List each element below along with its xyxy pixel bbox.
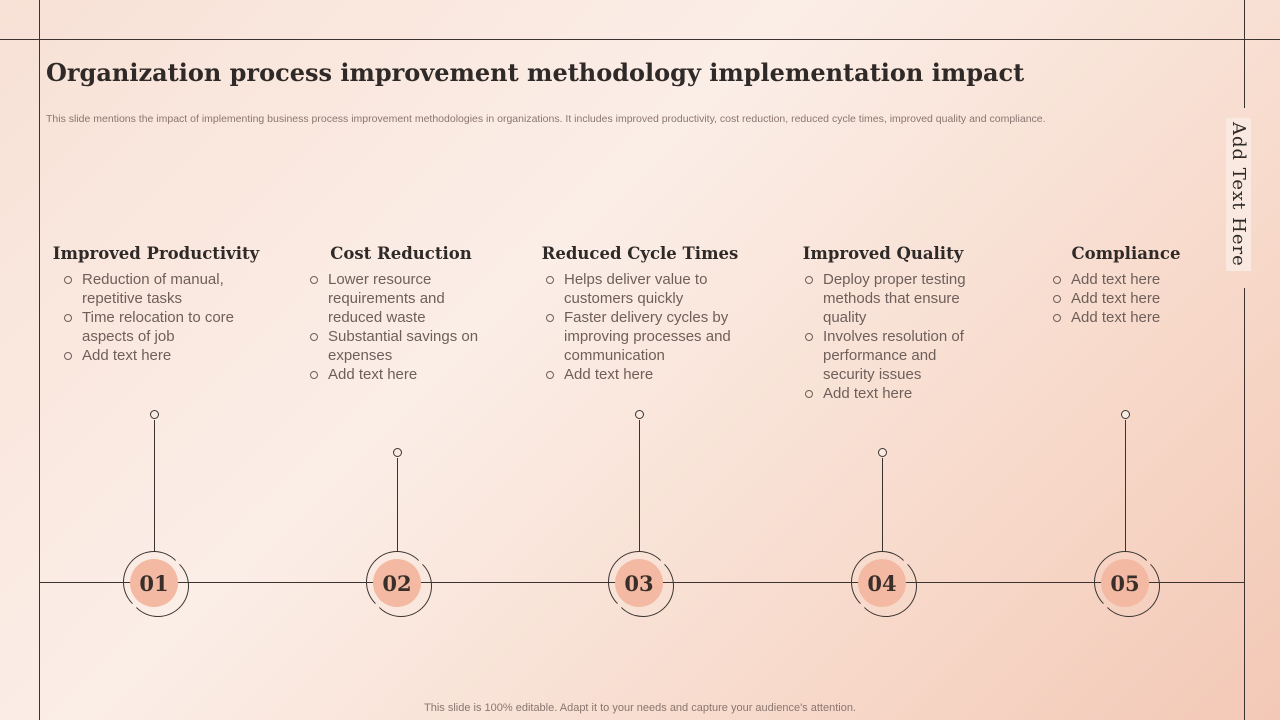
bullet-item: Add text here <box>544 365 744 384</box>
frame-right-line-lower <box>1244 288 1245 720</box>
step-2-arc-top <box>366 551 428 613</box>
step-5-arc-bottom <box>1098 555 1160 617</box>
step-4-connector <box>882 458 883 552</box>
bullet-item: Deploy proper testing methods that ensur… <box>803 270 973 327</box>
step-4-column: Improved Quality Deploy proper testing m… <box>763 244 1003 403</box>
step-3-heading: Reduced Cycle Times <box>541 244 739 263</box>
side-label: Add Text Here <box>1226 118 1251 271</box>
step-3-arc-bottom <box>612 555 674 617</box>
bullet-item: Add text here <box>62 346 276 365</box>
bullet-item: Add text here <box>1051 270 1201 289</box>
step-1-arc-bottom <box>127 555 189 617</box>
step-2-connector <box>397 458 398 552</box>
step-2-heading: Cost Reduction <box>330 244 472 263</box>
step-1-column: Improved Productivity Reduction of manua… <box>36 244 276 365</box>
footer-note: This slide is 100% editable. Adapt it to… <box>424 702 856 714</box>
step-2-number-badge: 02 <box>373 559 421 607</box>
bullet-item: Faster delivery cycles by improving proc… <box>544 308 744 365</box>
step-4-arc-top <box>851 551 913 613</box>
bullet-item: Add text here <box>1051 289 1201 308</box>
step-1-connector-dot <box>150 410 159 419</box>
step-5-connector-dot <box>1121 410 1130 419</box>
step-4-arc-bottom <box>855 555 917 617</box>
step-3-arc-top <box>608 551 670 613</box>
step-3-bullets: Helps deliver value to customers quickly… <box>520 270 744 384</box>
step-2-arc-bottom <box>370 555 432 617</box>
step-1-number-badge: 01 <box>130 559 178 607</box>
step-4-connector-dot <box>878 448 887 457</box>
step-1-bullets: Reduction of manual, repetitive tasks Ti… <box>36 270 276 365</box>
step-1-heading: Improved Productivity <box>52 244 260 263</box>
bullet-item: Add text here <box>803 384 973 403</box>
bullet-item: Time relocation to core aspects of job <box>62 308 276 346</box>
step-1-arc-top <box>123 551 185 613</box>
step-2-connector-dot <box>393 448 402 457</box>
step-4-heading: Improved Quality <box>802 244 964 263</box>
step-5-bullets: Add text here Add text here Add text her… <box>1006 270 1201 327</box>
step-4-bullets: Deploy proper testing methods that ensur… <box>763 270 973 403</box>
step-5-column: Compliance Add text here Add text here A… <box>1006 244 1246 327</box>
frame-left-line <box>39 0 40 720</box>
step-3-column: Reduced Cycle Times Helps deliver value … <box>520 244 760 384</box>
step-2-column: Cost Reduction Lower resource requiremen… <box>281 244 521 384</box>
bullet-item: Add text here <box>308 365 488 384</box>
bullet-item: Add text here <box>1051 308 1201 327</box>
bullet-item: Lower resource requirements and reduced … <box>308 270 488 327</box>
step-3-number-badge: 03 <box>615 559 663 607</box>
page-subtitle: This slide mentions the impact of implem… <box>46 113 1046 125</box>
frame-right-line <box>1244 0 1245 108</box>
frame-top-line <box>0 39 1280 40</box>
bullet-item: Reduction of manual, repetitive tasks <box>62 270 276 308</box>
bullet-item: Substantial savings on expenses <box>308 327 488 365</box>
step-5-heading: Compliance <box>1071 244 1181 263</box>
step-5-connector <box>1125 420 1126 552</box>
step-1-connector <box>154 420 155 552</box>
step-4-number-badge: 04 <box>858 559 906 607</box>
step-5-arc-top <box>1094 551 1156 613</box>
step-3-connector <box>639 420 640 552</box>
bullet-item: Involves resolution of performance and s… <box>803 327 973 384</box>
bullet-item: Helps deliver value to customers quickly <box>544 270 744 308</box>
step-3-connector-dot <box>635 410 644 419</box>
step-2-bullets: Lower resource requirements and reduced … <box>281 270 488 384</box>
page-title: Organization process improvement methodo… <box>46 58 1025 87</box>
step-5-number-badge: 05 <box>1101 559 1149 607</box>
